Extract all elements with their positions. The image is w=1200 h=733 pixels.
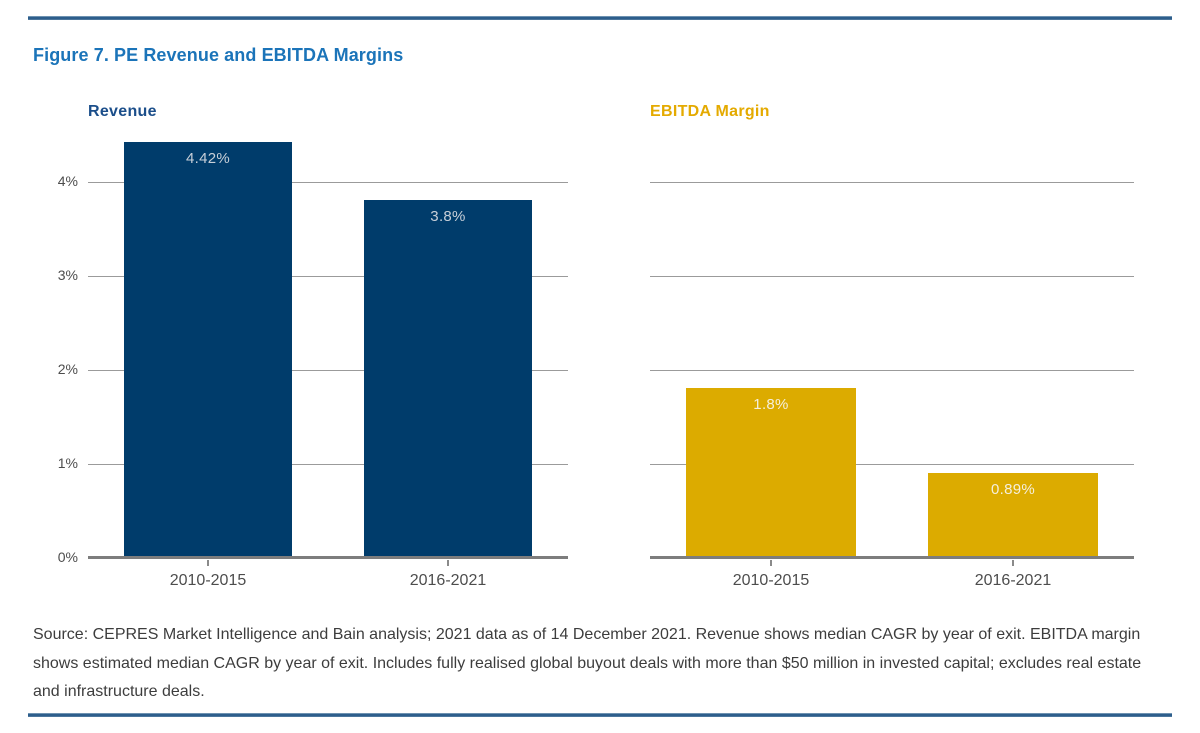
revenue-chart-header: Revenue xyxy=(88,103,157,120)
ebitda-margin-plot-area: 1.8% 2010-2015 0.89% 2016-2021 xyxy=(650,135,1134,589)
x-axis-tick xyxy=(207,560,209,566)
gridline xyxy=(650,182,1134,183)
x-axis-tick xyxy=(1012,560,1014,566)
gridline xyxy=(88,276,568,277)
revenue-plot-area: 0% 1% 2% 3% 4% 4.42% 2010-2015 3.8% 2016-2021 xyxy=(58,135,568,589)
x-axis-label: 2016-2021 xyxy=(409,572,487,589)
y-axis-label: 4% xyxy=(57,173,78,189)
source-note: Source: CEPRES Market Intelligence and B… xyxy=(33,626,1142,700)
ebitda-margin-chart: EBITDA Margin 1.8% 2010-2015 0.89% 2016-202… xyxy=(650,103,1134,603)
x-axis-label: 2016-2021 xyxy=(974,572,1052,589)
bar: 3.8% xyxy=(364,199,532,557)
x-axis-label: 2010-2015 xyxy=(169,572,247,589)
bar-value-label: 1.8% xyxy=(753,395,789,413)
ebitda-margin-chart-header: EBITDA Margin xyxy=(650,103,770,120)
top-rule xyxy=(28,16,1172,20)
bar-value-label: 0.89% xyxy=(990,481,1036,499)
gridline xyxy=(650,370,1134,371)
bar: 4.42% xyxy=(124,141,292,557)
bar: 0.89% xyxy=(928,473,1098,557)
bar: 1.8% xyxy=(686,387,856,557)
gridline xyxy=(88,370,568,371)
gridline xyxy=(650,464,1134,465)
y-axis-label: 3% xyxy=(57,267,78,283)
y-axis-label: 1% xyxy=(57,455,78,471)
x-axis-line xyxy=(88,556,568,559)
bottom-rule xyxy=(28,713,1172,717)
x-axis-tick xyxy=(447,560,449,566)
bar-value-label: 3.8% xyxy=(430,207,466,225)
y-axis-label: 2% xyxy=(57,361,78,377)
revenue-chart: Revenue 0% 1% 2% 3% 4% 4.42% 2010-2015 3.8% 2016… xyxy=(58,103,568,603)
x-axis-label: 2010-2015 xyxy=(732,572,810,589)
x-axis-line xyxy=(650,556,1134,559)
gridline xyxy=(650,276,1134,277)
figure-title: Figure 7. PE Revenue and EBITDA Margins xyxy=(33,45,404,65)
x-axis-tick xyxy=(770,560,772,566)
gridline xyxy=(88,464,568,465)
bar-value-label: 4.42% xyxy=(185,149,231,167)
gridline xyxy=(88,182,568,183)
y-axis-label: 0% xyxy=(57,549,78,565)
